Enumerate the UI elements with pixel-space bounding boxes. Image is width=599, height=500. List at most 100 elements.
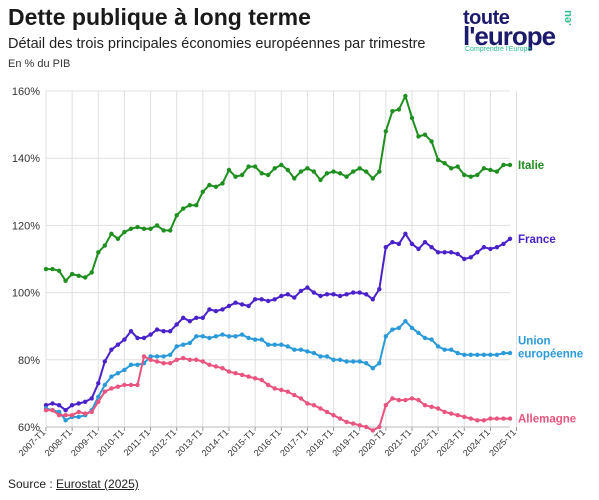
data-point xyxy=(154,223,160,228)
data-point xyxy=(501,350,506,356)
x-axis: 2007-T12008-T12009-T12010-T12011-T12012-… xyxy=(17,426,518,458)
data-point xyxy=(390,396,395,401)
data-point xyxy=(252,164,258,169)
data-point xyxy=(377,169,382,174)
data-point xyxy=(344,292,349,297)
data-point xyxy=(154,359,160,364)
data-point xyxy=(154,354,160,359)
logo-tagline: Comprendre l'Europe xyxy=(465,46,532,53)
y-tick-label: 140% xyxy=(12,153,40,165)
series-label: Allemagne xyxy=(518,414,576,426)
data-point xyxy=(298,288,304,294)
data-point xyxy=(337,357,343,362)
data-point xyxy=(292,176,297,181)
data-point xyxy=(501,416,506,421)
data-point xyxy=(337,171,343,176)
data-point xyxy=(194,357,199,362)
data-point xyxy=(501,162,506,168)
data-point xyxy=(239,302,245,307)
data-point xyxy=(252,297,258,302)
data-point xyxy=(174,344,179,349)
x-tick-label: 2024-T1 xyxy=(461,427,492,458)
data-point xyxy=(148,332,153,337)
data-point xyxy=(63,418,68,423)
data-point xyxy=(272,386,277,391)
data-point xyxy=(416,134,421,139)
data-point xyxy=(344,419,349,425)
y-tick-label: 80% xyxy=(18,355,40,367)
data-point xyxy=(259,377,264,383)
x-tick-label: 2025-T1 xyxy=(487,427,518,458)
data-point xyxy=(357,359,362,364)
data-point xyxy=(135,224,140,230)
source-prefix: Source : xyxy=(8,477,57,491)
data-point xyxy=(364,361,369,366)
data-point xyxy=(494,245,500,250)
data-point xyxy=(128,226,134,231)
data-point xyxy=(311,403,317,408)
data-point xyxy=(488,352,493,357)
data-point xyxy=(239,372,245,378)
data-point xyxy=(161,354,166,359)
data-point xyxy=(429,337,434,342)
source-link[interactable]: Eurostat (2025) xyxy=(56,477,139,491)
data-point xyxy=(56,403,62,408)
data-point xyxy=(76,401,81,406)
data-point xyxy=(351,290,356,295)
data-point xyxy=(396,397,402,403)
data-point xyxy=(390,240,395,245)
data-point xyxy=(187,340,192,346)
y-tick-label: 120% xyxy=(12,220,40,232)
data-point xyxy=(226,334,232,339)
x-tick-label: 2023-T1 xyxy=(435,427,466,458)
data-point xyxy=(83,275,88,280)
data-point xyxy=(135,382,140,388)
series-label: européenne xyxy=(518,349,583,361)
data-point xyxy=(292,295,297,300)
data-point xyxy=(383,334,388,339)
data-point xyxy=(220,307,225,312)
data-point xyxy=(429,139,434,144)
x-tick-label: 2014-T1 xyxy=(200,427,231,458)
data-point xyxy=(259,337,264,342)
data-point xyxy=(239,172,245,178)
data-point xyxy=(115,384,121,389)
data-point xyxy=(174,322,179,327)
data-point xyxy=(422,240,428,245)
data-point xyxy=(298,169,304,174)
data-point xyxy=(422,335,428,341)
data-point xyxy=(266,342,271,347)
data-point xyxy=(109,374,114,379)
data-point xyxy=(488,246,493,252)
y-tick-label: 100% xyxy=(12,288,40,300)
data-point xyxy=(213,308,219,314)
data-point xyxy=(246,335,251,341)
toute-leurope-logo[interactable]: toute l'europe .eu Comprendre l'Europe xyxy=(463,8,583,58)
data-point xyxy=(324,409,330,415)
series-0 xyxy=(43,93,513,283)
data-point xyxy=(272,342,277,347)
data-point xyxy=(475,250,480,255)
data-point xyxy=(279,387,284,393)
data-point xyxy=(324,171,330,176)
data-point xyxy=(344,359,349,364)
data-point xyxy=(69,403,75,408)
data-point xyxy=(305,285,310,290)
data-point xyxy=(122,382,127,388)
data-point xyxy=(494,416,500,421)
data-point xyxy=(435,406,441,411)
data-point xyxy=(246,303,251,309)
data-point xyxy=(187,357,192,362)
unit-label: En % du PIB xyxy=(8,58,71,70)
data-point xyxy=(305,401,310,406)
data-point xyxy=(462,352,467,357)
data-point xyxy=(475,418,480,423)
data-point xyxy=(507,162,513,168)
data-point xyxy=(422,132,428,137)
data-point xyxy=(494,169,500,174)
data-point xyxy=(259,297,264,302)
data-point xyxy=(187,319,192,324)
x-tick-label: 2019-T1 xyxy=(330,427,361,458)
x-tick-label: 2018-T1 xyxy=(304,427,335,458)
